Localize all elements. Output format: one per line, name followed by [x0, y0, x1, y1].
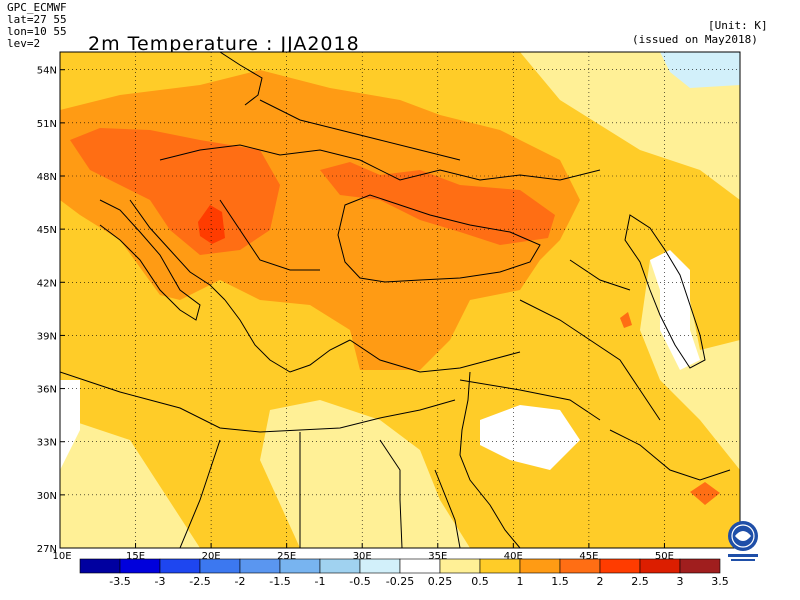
issued-label: (issued on May2018): [632, 33, 758, 46]
lat-tick-label: 51N: [37, 119, 57, 130]
lon-tick-label: 35E: [428, 551, 447, 562]
legend-swatch: [439, 558, 481, 574]
legend-swatch: [159, 558, 201, 574]
lon-tick-label: 45E: [579, 551, 598, 562]
lon-tick-label: 20E: [202, 551, 221, 562]
lat-tick-label: 36N: [37, 385, 57, 396]
legend-labels: -3.5 -3 -2.5 -2 -1.5 -1 -0.5 -0.25 0.25 0.5 1 1.5 2 2…: [109, 575, 728, 588]
legend-swatch: [79, 558, 121, 574]
map-frame: [59, 51, 741, 549]
level: lev=2: [7, 37, 41, 50]
lon-tick-label: 25E: [277, 551, 296, 562]
lon-tick-label: 50E: [655, 551, 674, 562]
legend-swatch: [639, 558, 681, 574]
legend-label: 1: [517, 575, 524, 588]
legend-swatch: [399, 558, 441, 574]
lon-tick-label: 40E: [504, 551, 523, 562]
lat-tick-label: 39N: [37, 331, 57, 342]
lat-tick-label: 30N: [37, 491, 57, 502]
unit-label: [Unit: K]: [708, 19, 768, 32]
legend-swatch: [119, 558, 161, 574]
coastlines: [60, 52, 731, 548]
legend-label: 2.5: [631, 575, 649, 588]
legend-swatch: [239, 558, 281, 574]
legend-swatch: [479, 558, 521, 574]
map-title: 2m Temperature : JJA2018: [88, 33, 360, 55]
legend-label: 0.5: [471, 575, 489, 588]
lon-tick-label: 30E: [353, 551, 372, 562]
legend-colorbar: [79, 558, 721, 574]
lat-tick-label: 48N: [37, 172, 57, 183]
lon-tick-label: 10E: [52, 551, 71, 562]
lon-range: lon=10 55: [7, 25, 67, 38]
legend-label: -1: [315, 575, 326, 588]
legend-label: -3.5: [109, 575, 130, 588]
lat-tick-label: 54N: [37, 66, 57, 77]
legend-swatch: [199, 558, 241, 574]
legend-label: -2: [235, 575, 246, 588]
lat-tick-label: 33N: [37, 438, 57, 449]
lat-axis: 54N 51N 48N 45N 42N 39N 36N 33N 30N 27N: [37, 66, 65, 555]
legend-label: 2: [597, 575, 604, 588]
legend-label: -0.5: [349, 575, 370, 588]
lat-tick-label: 45N: [37, 225, 57, 236]
legend-label: 3: [677, 575, 684, 588]
anomaly-shading: [60, 52, 740, 548]
lon-axis: 10E 15E 20E 25E 30E 35E 40E 45E 50E: [52, 543, 674, 562]
lon-tick-label: 15E: [126, 551, 145, 562]
legend-label: -3: [155, 575, 166, 588]
legend-label: 1.5: [551, 575, 569, 588]
lat-range: lat=27 55: [7, 13, 67, 26]
legend-swatch: [519, 558, 561, 574]
lat-tick-label: 42N: [37, 278, 57, 289]
legend-swatch: [559, 558, 601, 574]
legend-label: -1.5: [269, 575, 290, 588]
legend-label: -0.25: [386, 575, 414, 588]
wmo-logo: [728, 521, 758, 561]
model-name: GPC_ECMWF: [7, 1, 67, 14]
legend-swatch: [279, 558, 321, 574]
legend-swatch: [679, 558, 721, 574]
legend-swatch: [319, 558, 361, 574]
legend-label: -2.5: [189, 575, 210, 588]
legend-label: 3.5: [711, 575, 729, 588]
gridlines: [60, 52, 740, 548]
legend-swatch: [359, 558, 401, 574]
legend-swatch: [599, 558, 641, 574]
legend-label: 0.25: [428, 575, 453, 588]
lat-tick-label: 27N: [37, 544, 57, 555]
